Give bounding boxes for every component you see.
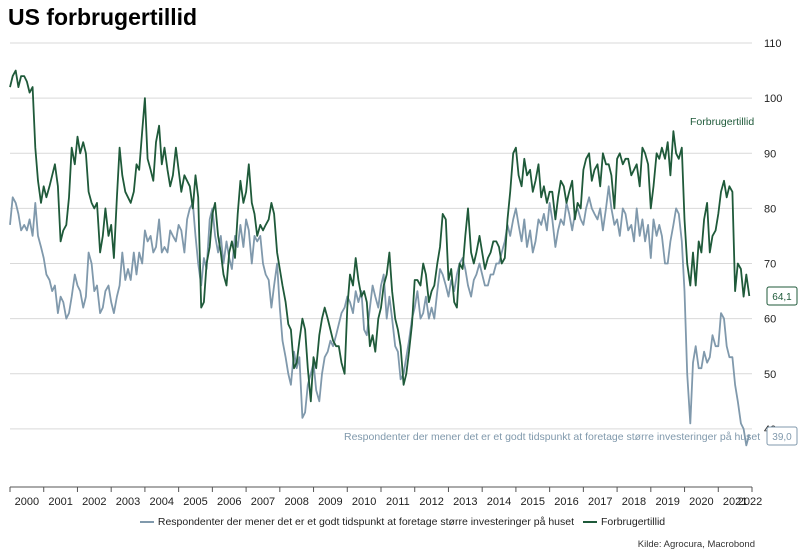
- x-tick-label: 2022: [738, 496, 762, 508]
- x-tick-label: 2017: [588, 496, 612, 508]
- y-axis: 405060708090100110: [764, 38, 782, 436]
- x-tick-label: 2018: [622, 496, 646, 508]
- series-line-investering: [9, 185, 751, 447]
- y-tick-label: 70: [764, 259, 776, 271]
- x-tick-label: 2019: [655, 496, 679, 508]
- x-tick-label: 2006: [217, 496, 241, 508]
- legend: Respondenter der mener det er et godt ti…: [0, 516, 799, 528]
- y-tick-label: 110: [764, 38, 782, 50]
- source-note: Kilde: Agrocura, Macrobond: [637, 539, 755, 550]
- x-axis: [9, 486, 753, 492]
- end-value-badge-forbrugertillid: 64,1: [766, 286, 798, 306]
- x-tick-label: 2000: [15, 496, 39, 508]
- x-tick-label: 2009: [318, 496, 342, 508]
- legend-label-forbrugertillid: Forbrugertillid: [600, 516, 666, 528]
- x-tick-label: 2007: [251, 496, 275, 508]
- end-value-badge-investering: 39,0: [766, 426, 798, 446]
- x-tick-label: 2021: [723, 496, 747, 508]
- y-tick-label: 90: [764, 148, 776, 160]
- series-line-forbrugertillid: [9, 69, 751, 403]
- series-label-forbrugertillid: Forbrugertillid: [690, 116, 754, 128]
- x-tick-label: 2016: [554, 496, 578, 508]
- x-tick-label: 2005: [183, 496, 207, 508]
- x-tick-label: 2011: [386, 496, 410, 508]
- x-tick-label: 2013: [453, 496, 477, 508]
- y-tick-label: 50: [764, 369, 776, 381]
- x-tick-label: 2008: [284, 496, 308, 508]
- legend-label-investering: Respondenter der mener det er et godt ti…: [157, 516, 575, 528]
- end-value-forbrugertillid: 64,1: [772, 292, 792, 303]
- x-tick-label: 2010: [352, 496, 376, 508]
- y-tick-label: 80: [764, 203, 776, 215]
- chart-title: US forbrugertillid: [8, 4, 198, 30]
- x-tick-label: 2014: [487, 496, 511, 508]
- x-axis-labels: 2000 2001 2002 2003 2004 2005 2006 2007 2008 2009…: [15, 496, 763, 508]
- grid-lines: [10, 42, 752, 430]
- x-tick-label: 2012: [419, 496, 443, 508]
- x-tick-label: 2001: [48, 496, 72, 508]
- x-tick-label: 2015: [521, 496, 545, 508]
- series-label-investering: Respondenter der mener det er et godt ti…: [344, 431, 760, 443]
- x-tick-label: 2004: [150, 496, 174, 508]
- x-tick-label: 2002: [82, 496, 106, 508]
- x-tick-label: 2003: [116, 496, 140, 508]
- x-tick-label: 2020: [689, 496, 713, 508]
- end-value-investering: 39,0: [772, 432, 792, 443]
- y-tick-label: 100: [764, 93, 782, 105]
- legend-swatch-forbrugertillid: [582, 521, 597, 524]
- legend-swatch-investering: [139, 521, 154, 524]
- y-tick-label: 60: [764, 314, 776, 326]
